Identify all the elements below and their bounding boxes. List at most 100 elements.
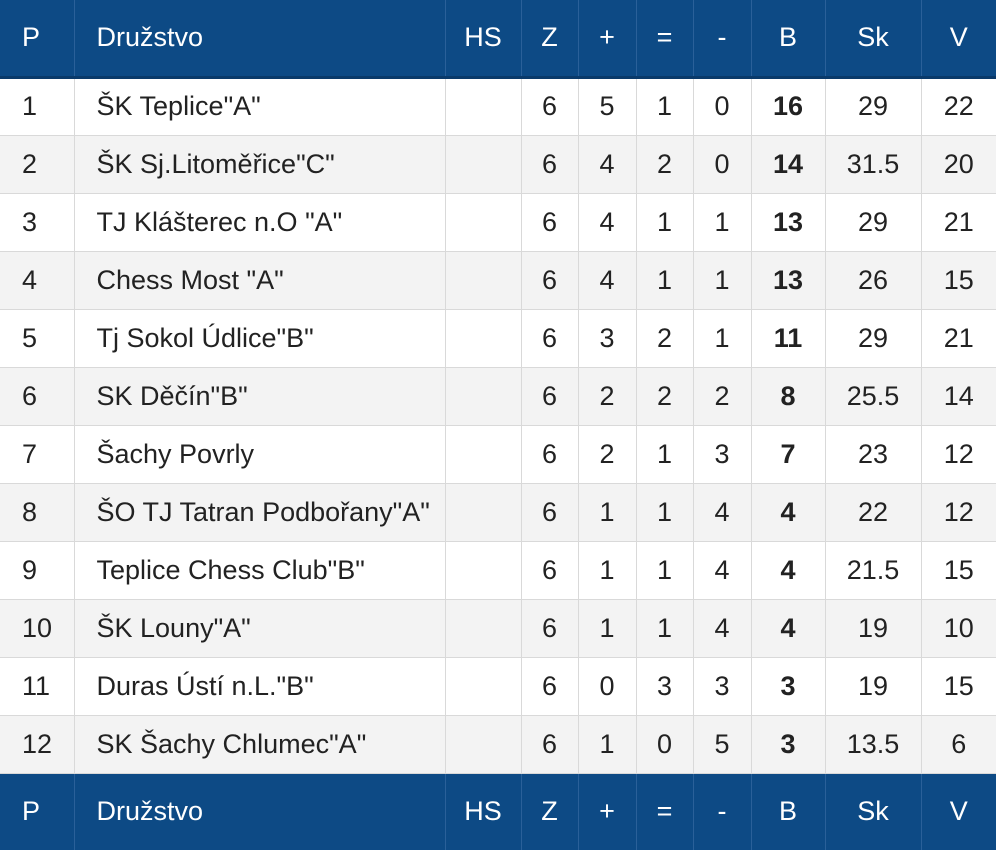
header-games[interactable]: Z xyxy=(520,0,578,77)
footer-hs[interactable]: HS xyxy=(444,773,521,850)
wins-cell: 2 xyxy=(577,366,637,426)
draws-cell: 1 xyxy=(635,482,694,542)
table-row: 5 Tj Sokol Údlice"B" 6 3 2 1 11 29 21 xyxy=(0,308,996,368)
table-footer: P Družstvo HS Z + = - B Sk V xyxy=(0,773,996,850)
score-cell: 22 xyxy=(824,482,922,542)
points-cell: 16 xyxy=(750,76,826,136)
draws-cell: 1 xyxy=(635,424,694,484)
table-body: 1 ŠK Teplice"A" 6 5 1 0 16 29 22 2 ŠK Sj… xyxy=(0,76,996,774)
table-row: 11 Duras Ústí n.L."B" 6 0 3 3 3 19 15 xyxy=(0,656,996,716)
header-hs[interactable]: HS xyxy=(444,0,521,77)
hs-cell xyxy=(444,598,522,658)
team-cell[interactable]: Chess Most "A" xyxy=(73,250,446,310)
header-position[interactable]: P xyxy=(22,22,41,53)
draws-cell: 2 xyxy=(635,134,694,194)
footer-losses[interactable]: - xyxy=(692,773,751,850)
wins-cell: 2 xyxy=(577,424,637,484)
draws-cell: 2 xyxy=(635,366,694,426)
games-cell: 6 xyxy=(520,134,579,194)
wins-cell: 4 xyxy=(577,192,637,252)
footer-games[interactable]: Z xyxy=(520,773,578,850)
header-draws[interactable]: = xyxy=(635,0,693,77)
position-cell: 1 xyxy=(0,76,75,136)
draws-cell: 1 xyxy=(635,540,694,600)
draws-cell: 1 xyxy=(635,598,694,658)
wins-cell: 0 xyxy=(577,656,637,716)
header-losses[interactable]: - xyxy=(692,0,751,77)
losses-cell: 2 xyxy=(692,366,752,426)
team-cell[interactable]: Teplice Chess Club"B" xyxy=(73,540,446,600)
games-cell: 6 xyxy=(520,656,579,716)
games-cell: 6 xyxy=(520,76,579,136)
table-row: 3 TJ Klášterec n.O "A" 6 4 1 1 13 29 21 xyxy=(0,192,996,252)
table-row: 2 ŠK Sj.Litoměřice"C" 6 4 2 0 14 31.5 20 xyxy=(0,134,996,194)
team-cell[interactable]: Tj Sokol Údlice"B" xyxy=(73,308,446,368)
team-cell[interactable]: SK Děčín"B" xyxy=(73,366,446,426)
header-wins[interactable]: + xyxy=(577,0,636,77)
points-cell: 7 xyxy=(750,424,826,484)
points-cell: 13 xyxy=(750,192,826,252)
hs-cell xyxy=(444,192,522,252)
team-cell[interactable]: TJ Klášterec n.O "A" xyxy=(73,192,446,252)
v-cell: 20 xyxy=(920,134,996,194)
v-cell: 21 xyxy=(920,192,996,252)
draws-cell: 1 xyxy=(635,250,694,310)
losses-cell: 3 xyxy=(692,424,752,484)
table-row: 4 Chess Most "A" 6 4 1 1 13 26 15 xyxy=(0,250,996,310)
games-cell: 6 xyxy=(520,714,579,774)
footer-score[interactable]: Sk xyxy=(824,773,921,850)
losses-cell: 1 xyxy=(692,192,752,252)
table-row: 8 ŠO TJ Tatran Podbořany"A" 6 1 1 4 4 22… xyxy=(0,482,996,542)
footer-points[interactable]: B xyxy=(750,773,825,850)
points-cell: 13 xyxy=(750,250,826,310)
score-cell: 29 xyxy=(824,308,922,368)
table-row: 10 ŠK Louny"A" 6 1 1 4 4 19 10 xyxy=(0,598,996,658)
v-cell: 12 xyxy=(920,424,996,484)
header-v[interactable]: V xyxy=(920,0,996,77)
score-cell: 29 xyxy=(824,192,922,252)
wins-cell: 1 xyxy=(577,598,637,658)
hs-cell xyxy=(444,366,522,426)
draws-cell: 1 xyxy=(635,192,694,252)
wins-cell: 1 xyxy=(577,540,637,600)
team-cell[interactable]: ŠK Sj.Litoměřice"C" xyxy=(73,134,446,194)
header-points[interactable]: B xyxy=(750,0,825,77)
losses-cell: 0 xyxy=(692,134,752,194)
points-cell: 11 xyxy=(750,308,826,368)
games-cell: 6 xyxy=(520,540,579,600)
team-cell[interactable]: ŠO TJ Tatran Podbořany"A" xyxy=(73,482,446,542)
hs-cell xyxy=(444,76,522,136)
footer-position[interactable]: P xyxy=(22,796,41,827)
score-cell: 25.5 xyxy=(824,366,922,426)
draws-cell: 1 xyxy=(635,76,694,136)
team-cell[interactable]: Šachy Povrly xyxy=(73,424,446,484)
v-cell: 15 xyxy=(920,656,996,716)
header-score[interactable]: Sk xyxy=(824,0,921,77)
team-cell[interactable]: SK Šachy Chlumec"A" xyxy=(73,714,446,774)
losses-cell: 4 xyxy=(692,540,752,600)
hs-cell xyxy=(444,656,522,716)
header-team[interactable]: Družstvo xyxy=(73,0,445,77)
wins-cell: 3 xyxy=(577,308,637,368)
position-cell: 12 xyxy=(0,714,75,774)
team-cell[interactable]: ŠK Louny"A" xyxy=(73,598,446,658)
v-cell: 15 xyxy=(920,250,996,310)
header-row: P Družstvo HS Z + = - B Sk V xyxy=(0,0,996,77)
footer-v[interactable]: V xyxy=(920,773,996,850)
wins-cell: 1 xyxy=(577,482,637,542)
v-cell: 21 xyxy=(920,308,996,368)
wins-cell: 4 xyxy=(577,134,637,194)
footer-draws[interactable]: = xyxy=(635,773,693,850)
score-cell: 19 xyxy=(824,656,922,716)
footer-team[interactable]: Družstvo xyxy=(73,773,445,850)
table-row: 9 Teplice Chess Club"B" 6 1 1 4 4 21.5 1… xyxy=(0,540,996,600)
score-cell: 26 xyxy=(824,250,922,310)
v-cell: 6 xyxy=(920,714,996,774)
team-cell[interactable]: Duras Ústí n.L."B" xyxy=(73,656,446,716)
table-row: 12 SK Šachy Chlumec"A" 6 1 0 5 3 13.5 6 xyxy=(0,714,996,774)
position-cell: 3 xyxy=(0,192,75,252)
team-cell[interactable]: ŠK Teplice"A" xyxy=(73,76,446,136)
footer-wins[interactable]: + xyxy=(577,773,636,850)
points-cell: 3 xyxy=(750,714,826,774)
hs-cell xyxy=(444,134,522,194)
